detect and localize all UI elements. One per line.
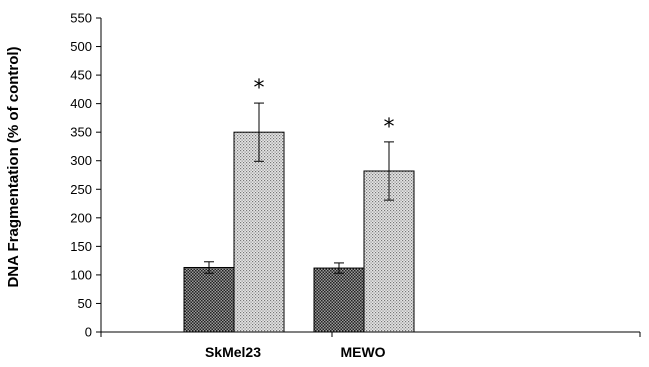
y-tick-label: 200: [70, 210, 92, 225]
y-axis: 0 50 100 150 200 250 300 350 400 450 500 550: [70, 11, 102, 340]
bar: [183, 266, 235, 333]
y-axis-title: DNA Fragmentation (% of control): [5, 46, 22, 287]
error-bars-group: [204, 102, 394, 274]
y-tick-label: 350: [70, 125, 92, 140]
y-tick-label: 550: [70, 11, 92, 26]
bars-group: [183, 131, 415, 333]
category-label: SkMel23: [205, 344, 261, 360]
significance-marker: *: [254, 76, 265, 101]
y-tick-label: 450: [70, 68, 92, 83]
y-tick-label: 100: [70, 267, 92, 282]
bar: [233, 131, 285, 333]
y-tick-label: 300: [70, 153, 92, 168]
y-tick-label: 50: [78, 296, 92, 311]
annotations-group: **: [254, 76, 395, 140]
y-tick-label: 250: [70, 182, 92, 197]
y-tick-label: 400: [70, 96, 92, 111]
significance-marker: *: [384, 115, 395, 140]
x-axis: SkMel23 MEWO: [100, 331, 641, 360]
y-tick-label: 500: [70, 39, 92, 54]
category-label: MEWO: [340, 344, 385, 360]
bar: [313, 267, 365, 333]
y-tick-label: 150: [70, 239, 92, 254]
y-tick-label: 0: [85, 325, 92, 340]
